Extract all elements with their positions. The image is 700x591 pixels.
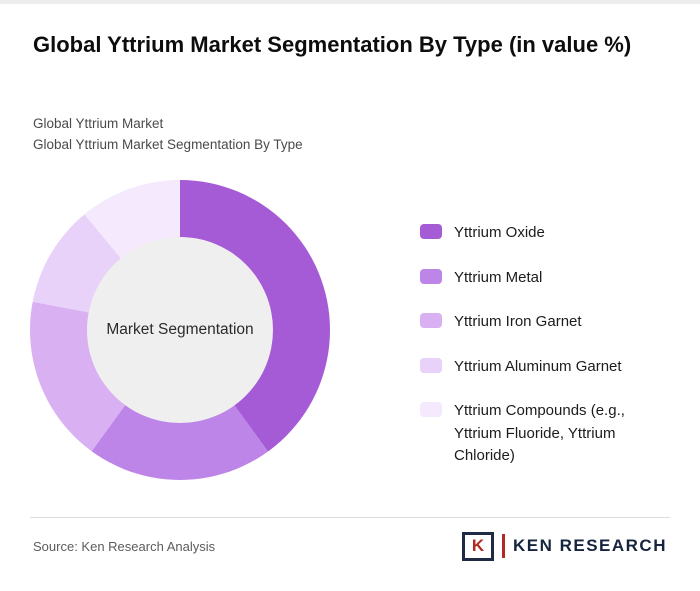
chart-subtitle-segmentation: Global Yttrium Market Segmentation By Ty… xyxy=(33,137,303,152)
chart-subtitle-market: Global Yttrium Market xyxy=(33,116,164,131)
legend-swatch xyxy=(420,224,442,239)
legend: Yttrium Oxide Yttrium Metal Yttrium Iron G… xyxy=(420,222,668,490)
ken-research-logo: K KEN RESEARCH xyxy=(461,531,667,561)
donut-center: Market Segmentation xyxy=(87,237,273,423)
donut-chart-wrapper: Market Segmentation xyxy=(30,180,330,480)
legend-label: Yttrium Oxide xyxy=(454,224,545,241)
legend-label: Yttrium Aluminum Garnet xyxy=(454,357,622,375)
brand-name: KEN RESEARCH xyxy=(512,536,667,555)
donut-center-label: Market Segmentation xyxy=(106,321,254,338)
legend-item: Yttrium Iron Garnet xyxy=(420,311,668,334)
legend-item: Yttrium Aluminum Garnet xyxy=(420,356,668,379)
brand-divider-bar xyxy=(501,534,505,558)
legend-swatch xyxy=(420,357,442,373)
legend-item: Yttrium Metal xyxy=(420,267,668,290)
legend-label: Yttrium Iron Garnet xyxy=(454,313,582,330)
page-title: Global Yttrium Market Segmentation By Ty… xyxy=(33,32,632,57)
legend-swatch xyxy=(420,268,442,284)
legend-label: Yttrium Compounds (e.g., Yttrium Fluorid… xyxy=(454,402,625,464)
footer-divider xyxy=(30,517,670,518)
top-strip xyxy=(0,0,700,4)
legend-swatch xyxy=(420,313,442,328)
legend-item: Yttrium Compounds (e.g., Yttrium Fluorid… xyxy=(420,400,668,468)
source-text: Source: Ken Research Analysis xyxy=(33,538,216,554)
legend-swatch xyxy=(420,402,442,417)
footer: Source: Ken Research Analysis K KEN RESE… xyxy=(33,528,667,564)
brand-k-icon: K xyxy=(461,531,494,561)
legend-label: Yttrium Metal xyxy=(454,268,543,286)
legend-item: Yttrium Oxide xyxy=(420,222,668,245)
